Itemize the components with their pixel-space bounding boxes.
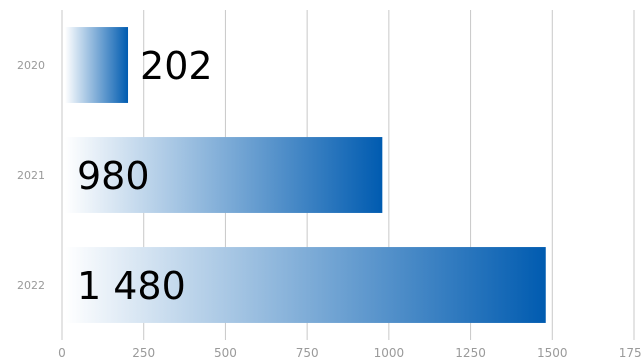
data-labels: 202 980 1 480 — [77, 44, 213, 308]
data-label-2021: 980 — [77, 154, 150, 198]
bars — [65, 27, 546, 323]
bar-2021 — [65, 137, 383, 213]
bar-2020 — [65, 27, 129, 103]
x-tick-label-500: 500 — [214, 346, 237, 360]
data-label-2020: 202 — [140, 44, 213, 88]
data-label-2022: 1 480 — [77, 264, 186, 308]
x-axis-ticks: 0 250 500 750 1000 1250 1500 1750 — [58, 346, 641, 360]
x-tick-label-1500: 1500 — [537, 346, 568, 360]
x-tick-label-1250: 1250 — [455, 346, 486, 360]
x-tick-label-750: 750 — [296, 346, 319, 360]
category-label-2021: 2021 — [17, 169, 45, 182]
category-label-2020: 2020 — [17, 59, 45, 72]
x-tick-label-250: 250 — [132, 346, 155, 360]
x-tick-label-0: 0 — [58, 346, 66, 360]
x-tick-label-1000: 1000 — [374, 346, 405, 360]
x-tick-label-1750: 1750 — [619, 346, 641, 360]
bar-2022 — [65, 247, 546, 323]
category-labels: 2020 2021 2022 — [17, 59, 45, 292]
category-label-2022: 2022 — [17, 279, 45, 292]
